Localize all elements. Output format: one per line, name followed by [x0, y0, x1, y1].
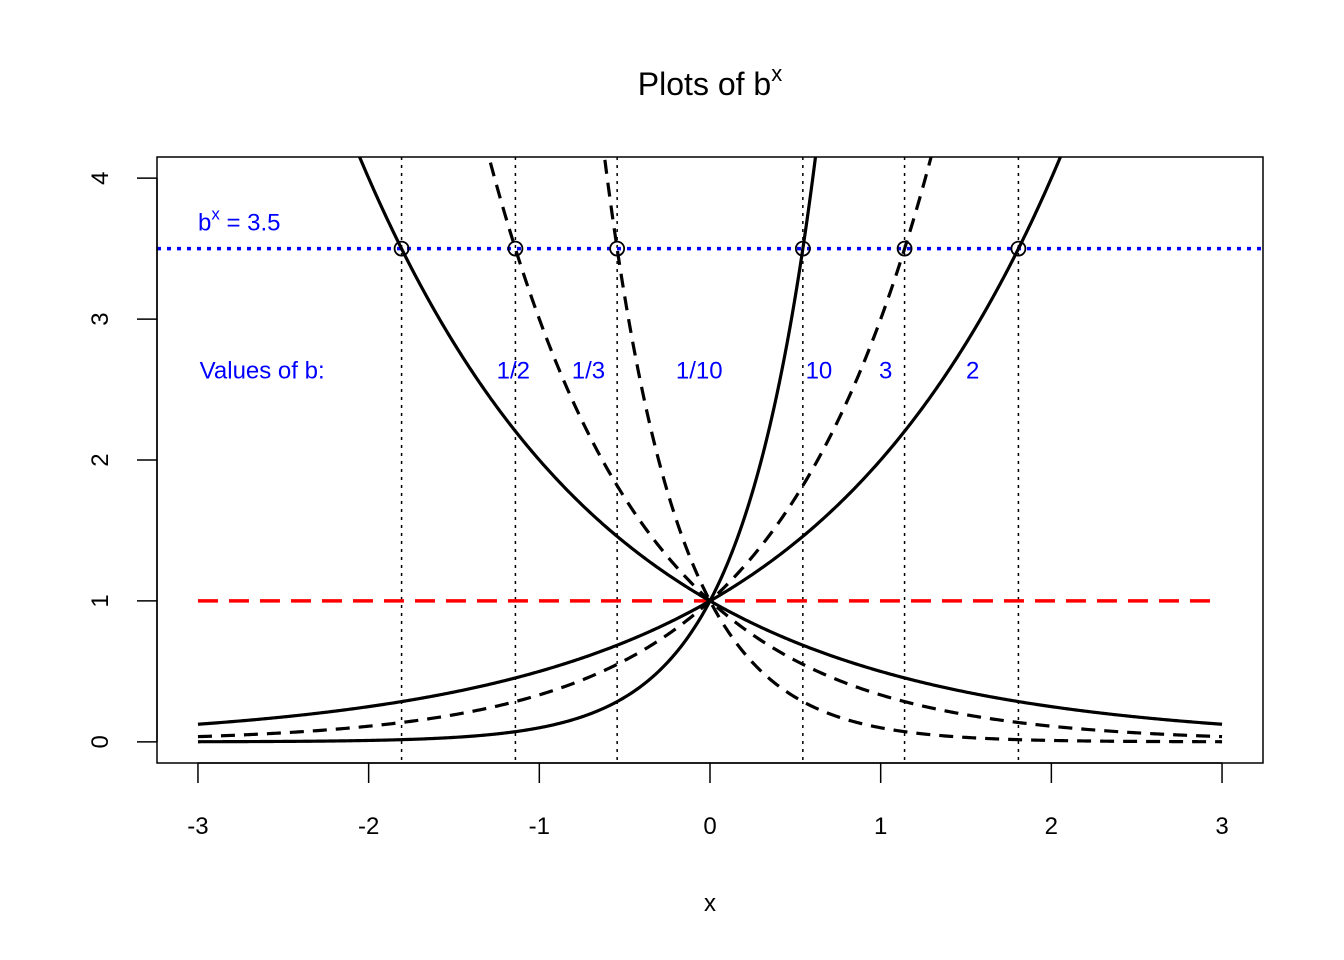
- y-tick-label: 2: [87, 453, 114, 466]
- y-tick-label: 1: [87, 594, 114, 607]
- base-value-label: 1/10: [676, 357, 723, 384]
- chart-title-sup: x: [771, 61, 782, 86]
- annotations: bx = 3.5 Values of b: 1/2 1/3 1/10 10 3 2: [198, 204, 979, 384]
- intersection-point: [393, 240, 410, 257]
- intersection-point: [794, 240, 811, 257]
- base-value-label: 3: [879, 357, 892, 384]
- base-value-label: 2: [966, 357, 979, 384]
- x-tick-label: 3: [1215, 813, 1228, 840]
- x-tick-label: -3: [187, 813, 208, 840]
- chart-title-base: Plots of b: [638, 66, 771, 102]
- series-line-base-0-3333333333: [487, 157, 1223, 739]
- x-tick-label: -2: [358, 813, 379, 840]
- chart-title: Plots of bx: [638, 61, 782, 102]
- values-of-b-label: Values of b:: [200, 357, 325, 384]
- y-tick-label: 4: [87, 171, 114, 184]
- equation-label: bx = 3.5: [198, 204, 281, 236]
- x-tick-label: -1: [529, 813, 550, 840]
- base-value-label: 1/2: [497, 357, 530, 384]
- plot-area: [157, 157, 1263, 763]
- intersection-point: [896, 240, 913, 257]
- x-tick-label: 1: [874, 813, 887, 840]
- base-value-label: 10: [806, 357, 833, 384]
- x-axis: -3 -2 -1 0 1 2 3: [187, 762, 1229, 840]
- x-axis-label: x: [704, 890, 716, 917]
- equation-base: b: [198, 209, 211, 236]
- y-tick-label: 0: [87, 735, 114, 748]
- x-tick-label: 2: [1045, 813, 1058, 840]
- equation-sup: x: [211, 204, 220, 223]
- x-tick-label: 0: [703, 813, 716, 840]
- equation-rest: = 3.5: [220, 209, 281, 236]
- y-axis: 0 1 2 3 4: [87, 171, 158, 749]
- base-value-label: 1/3: [572, 357, 605, 384]
- intersection-point: [507, 240, 524, 257]
- y-tick-label: 3: [87, 312, 114, 325]
- intersection-point: [609, 240, 626, 257]
- intersection-point: [1010, 240, 1027, 257]
